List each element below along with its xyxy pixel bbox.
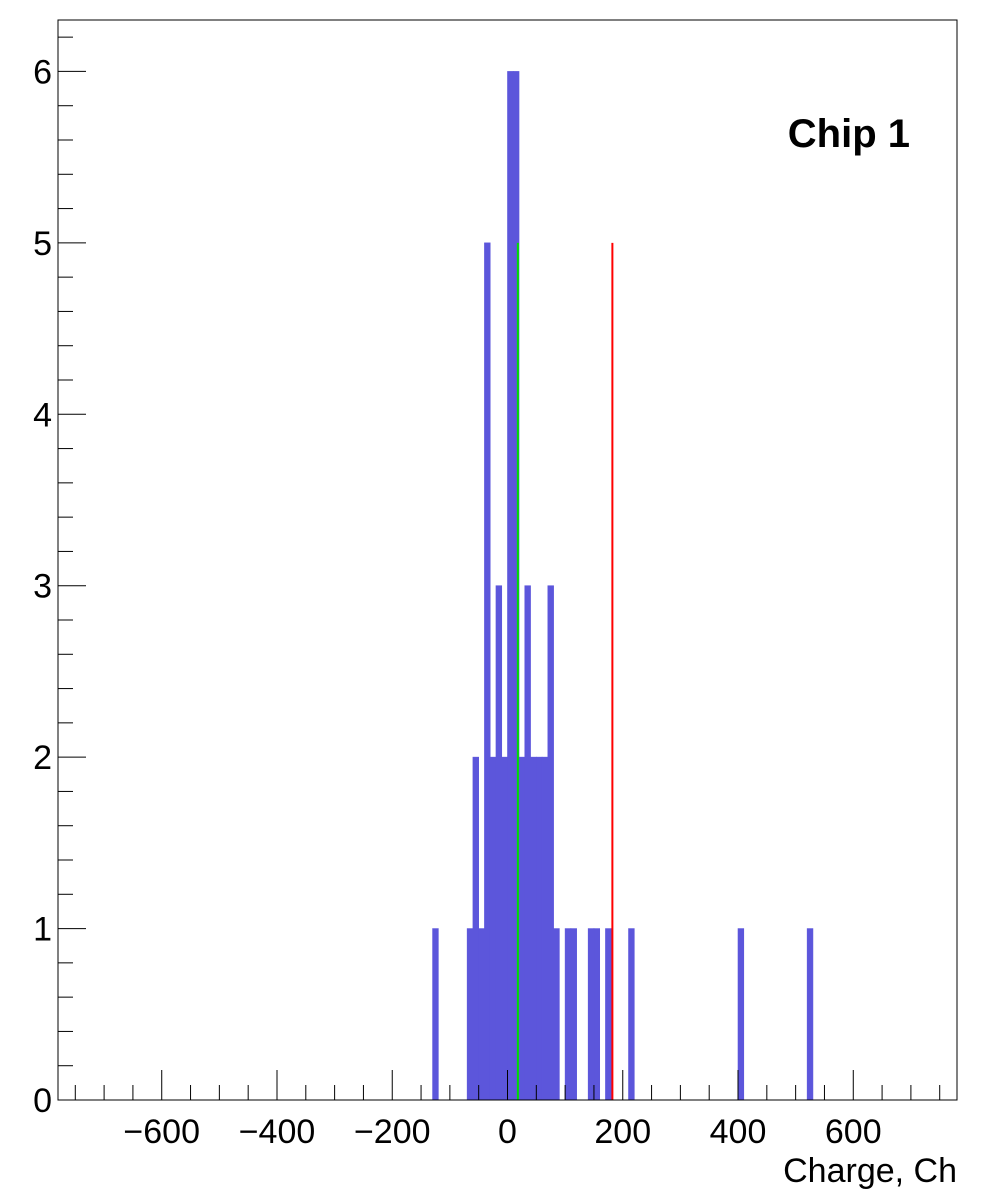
histogram-bar xyxy=(472,756,479,1101)
histogram-bar xyxy=(593,928,601,1101)
histogram-bar xyxy=(737,928,745,1101)
y-tick-label: 0 xyxy=(33,1082,52,1120)
x-tick-label: −200 xyxy=(354,1113,431,1151)
histogram-bar xyxy=(547,585,554,1101)
y-tick-label: 6 xyxy=(33,53,52,91)
x-tick-label: −600 xyxy=(123,1113,200,1151)
histogram-bar xyxy=(432,928,439,1101)
histogram-bar xyxy=(806,928,814,1101)
y-tick-label: 5 xyxy=(33,225,52,263)
histogram-bar xyxy=(628,928,635,1101)
histogram-bar xyxy=(484,242,491,1101)
histogram-bar xyxy=(501,756,508,1101)
chip-annotation: Chip 1 xyxy=(788,112,910,156)
x-axis-ticks xyxy=(74,1070,941,1100)
x-axis-title: Charge, Ch xyxy=(783,1152,957,1190)
y-tick-label: 2 xyxy=(33,739,52,777)
histogram-bar xyxy=(564,928,572,1101)
histogram-bar xyxy=(466,928,474,1101)
y-tick-label: 3 xyxy=(33,568,52,606)
histogram-bar xyxy=(530,756,537,1101)
histogram-bar xyxy=(541,756,549,1101)
histogram-bar xyxy=(507,71,514,1101)
histogram-bar xyxy=(553,928,560,1101)
y-tick-label: 1 xyxy=(33,911,52,949)
histogram-bar xyxy=(587,928,595,1101)
y-axis-tick-labels: 0 1 2 3 4 5 6 xyxy=(33,53,52,1120)
y-axis-ticks xyxy=(58,36,86,1101)
histogram-bar xyxy=(495,585,503,1101)
histogram-bar xyxy=(518,756,526,1101)
x-tick-label: 200 xyxy=(594,1113,651,1151)
histogram-bar xyxy=(489,756,497,1101)
histogram-bar xyxy=(524,585,531,1101)
y-tick-label: 4 xyxy=(33,396,52,434)
histogram-bar xyxy=(605,928,612,1101)
vertical-lines-group xyxy=(516,242,614,1100)
x-tick-label: 400 xyxy=(710,1113,767,1151)
x-tick-label: 600 xyxy=(825,1113,882,1151)
histogram-bar xyxy=(536,756,543,1101)
histogram-bar xyxy=(570,928,577,1101)
x-tick-label: −400 xyxy=(239,1113,316,1151)
x-tick-label: 0 xyxy=(498,1113,517,1151)
histogram-bar xyxy=(478,928,485,1101)
x-axis-tick-labels: −600 −400 −200 0 200 400 600 xyxy=(123,1113,881,1151)
